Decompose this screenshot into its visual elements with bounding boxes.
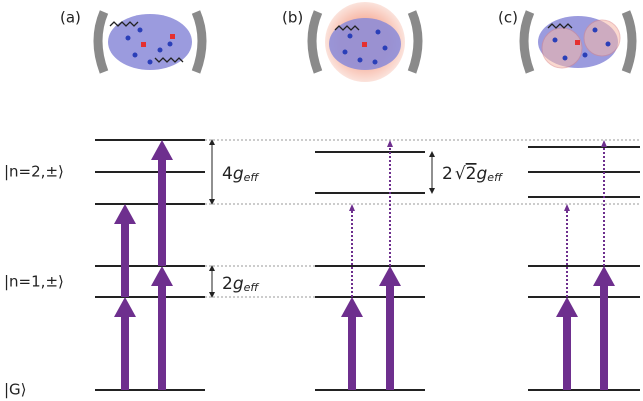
transition-arrowhead bbox=[341, 297, 363, 317]
transition-arrow bbox=[386, 284, 394, 390]
level-label: |G⟩ bbox=[4, 381, 27, 399]
transition-arrowhead bbox=[114, 204, 136, 224]
transition-arrow bbox=[600, 284, 608, 390]
panel-label: (b) bbox=[282, 9, 303, 27]
transition-arrowhead bbox=[114, 297, 136, 317]
transition-arrow bbox=[563, 315, 571, 390]
cavity-c bbox=[524, 12, 632, 72]
panel-label: (c) bbox=[498, 9, 518, 27]
splitting-label: 2geff bbox=[222, 274, 259, 294]
transition-arrowhead bbox=[379, 266, 401, 286]
transition-arrow bbox=[121, 222, 129, 297]
dotted-arrowhead bbox=[349, 204, 355, 211]
transition-arrow bbox=[121, 315, 129, 390]
dotted-arrowhead bbox=[387, 140, 393, 147]
transition-arrowhead bbox=[593, 266, 615, 286]
level-label: |n=2,±⟩ bbox=[4, 163, 64, 181]
level-label: |n=1,±⟩ bbox=[4, 273, 64, 291]
cavity-a bbox=[98, 12, 202, 72]
transition-arrowhead bbox=[151, 140, 173, 160]
transition-arrowhead bbox=[556, 297, 578, 317]
diagram: (a) (b) (c) |n=2,±⟩ |n=1,±⟩ |G⟩ 4geff 2√… bbox=[0, 0, 643, 401]
transition-arrow bbox=[348, 315, 356, 390]
panel-label: (a) bbox=[60, 9, 81, 27]
transition-arrow bbox=[158, 158, 166, 266]
splitting-label: 2√2geff bbox=[442, 164, 503, 184]
dotted-arrowhead bbox=[601, 140, 607, 147]
transition-arrowhead bbox=[151, 266, 173, 286]
transition-arrow bbox=[158, 284, 166, 390]
cavity-b bbox=[312, 2, 418, 82]
splitting-label: 4geff bbox=[222, 164, 259, 184]
dotted-arrowhead bbox=[564, 204, 570, 211]
